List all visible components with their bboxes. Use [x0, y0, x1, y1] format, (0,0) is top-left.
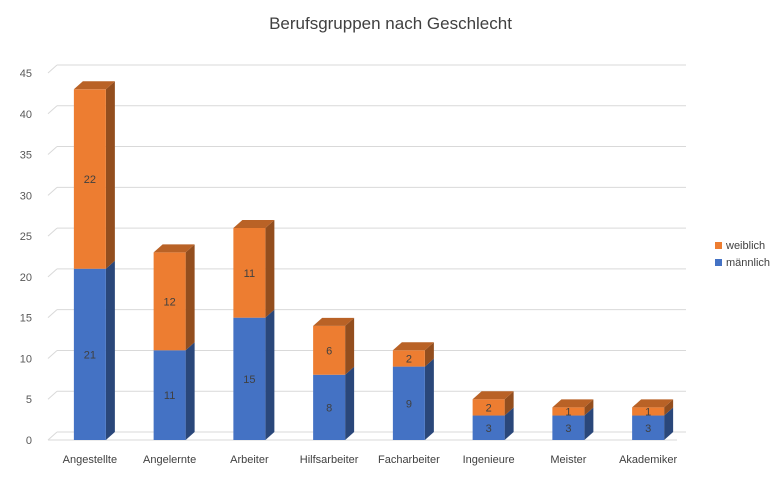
x-tick-label: Akademiker	[619, 454, 677, 466]
data-label: 1	[565, 406, 571, 418]
bar-top	[73, 81, 115, 90]
y-tick-label: 30	[20, 190, 32, 202]
legend: weiblich männlich	[715, 237, 770, 271]
bar-segment	[472, 415, 505, 440]
data-label: 6	[326, 345, 332, 357]
bar-side	[584, 407, 594, 440]
gridline-depth	[47, 64, 58, 74]
x-tick-label: Hilfsarbeiter	[300, 454, 359, 466]
legend-swatch-maennlich	[715, 259, 722, 266]
gridline-depth	[47, 309, 58, 319]
bar-side	[664, 407, 674, 440]
bar-segment	[73, 268, 106, 440]
bar-side	[105, 260, 115, 440]
y-tick-label: 15	[20, 313, 32, 325]
x-tick-label: Angelernte	[143, 454, 196, 466]
data-label: 3	[645, 423, 651, 435]
bar-segment	[552, 407, 585, 416]
gridline-depth	[47, 268, 58, 278]
gridline-depth	[47, 350, 58, 359]
bar-segment	[392, 366, 425, 440]
y-tick-label: 25	[20, 231, 32, 243]
data-label: 9	[406, 398, 412, 410]
bar-top	[233, 219, 275, 228]
x-tick-label: Facharbeiter	[378, 454, 440, 466]
data-label: 11	[164, 390, 175, 402]
bar-segment	[233, 317, 266, 440]
data-label: 22	[84, 174, 96, 186]
bar-side	[424, 342, 434, 367]
data-label: 1	[645, 406, 651, 418]
bar-side	[504, 391, 514, 416]
x-tick-label: Angestellte	[63, 454, 117, 466]
data-label: 8	[326, 402, 332, 414]
data-label: 15	[243, 374, 255, 386]
bar-side	[584, 399, 594, 416]
bar-side	[105, 81, 115, 269]
legend-swatch-weiblich	[715, 242, 722, 249]
y-tick-label: 35	[20, 150, 32, 162]
bar-segment	[153, 350, 186, 440]
gridline-depth	[47, 186, 58, 196]
bar-top	[153, 244, 195, 253]
legend-label-maennlich: männlich	[726, 256, 771, 269]
bar-segment	[632, 407, 665, 416]
bar-segment	[233, 227, 266, 318]
gridline-depth	[47, 105, 58, 115]
y-tick-label: 20	[20, 272, 32, 284]
y-tick-label: 45	[20, 68, 32, 80]
bar-segment	[313, 325, 346, 375]
data-label: 11	[244, 268, 255, 280]
bar-side	[265, 219, 275, 318]
data-label: 12	[164, 296, 176, 308]
y-tick-label: 40	[20, 109, 32, 121]
bar-segment	[153, 252, 186, 351]
gridline-depth	[47, 146, 58, 155]
bar-segment	[313, 374, 346, 440]
bar-top	[313, 317, 355, 326]
chart-title: Berufsgruppen nach Geschlecht	[269, 14, 512, 33]
data-label: 3	[565, 423, 571, 435]
y-tick-label: 5	[26, 394, 32, 406]
x-tick-label: Ingenieure	[463, 454, 515, 466]
data-label: 3	[486, 423, 492, 435]
bar-segment	[73, 89, 106, 269]
x-tick-label: Arbeiter	[230, 454, 269, 466]
bar-top	[552, 399, 594, 408]
bar-side	[504, 407, 514, 440]
bar-segment	[472, 399, 505, 416]
bar-side	[185, 244, 195, 351]
bar-segment	[552, 415, 585, 440]
y-tick-label: 10	[20, 353, 32, 365]
legend-item-maennlich: männlich	[715, 254, 770, 271]
legend-item-weiblich: weiblich	[715, 237, 770, 254]
gridline-depth	[47, 431, 58, 441]
x-tick-label: Meister	[550, 454, 586, 466]
gridline-depth	[47, 390, 58, 400]
bar-top	[392, 342, 434, 351]
bar-top	[472, 391, 514, 400]
bar-side	[664, 399, 674, 416]
data-label: 21	[84, 349, 96, 361]
bar-side	[185, 342, 195, 440]
bar-segment	[392, 350, 425, 367]
bar-side	[345, 366, 355, 440]
bar-top	[632, 399, 674, 408]
bar-side	[265, 309, 275, 440]
gridline-depth	[47, 227, 58, 237]
data-label: 2	[406, 353, 412, 365]
data-label: 2	[486, 402, 492, 414]
bar-side	[424, 358, 434, 440]
bar-side	[345, 317, 355, 375]
legend-label-weiblich: weiblich	[726, 239, 766, 252]
bar-segment	[632, 415, 665, 440]
y-tick-label: 0	[26, 435, 32, 447]
